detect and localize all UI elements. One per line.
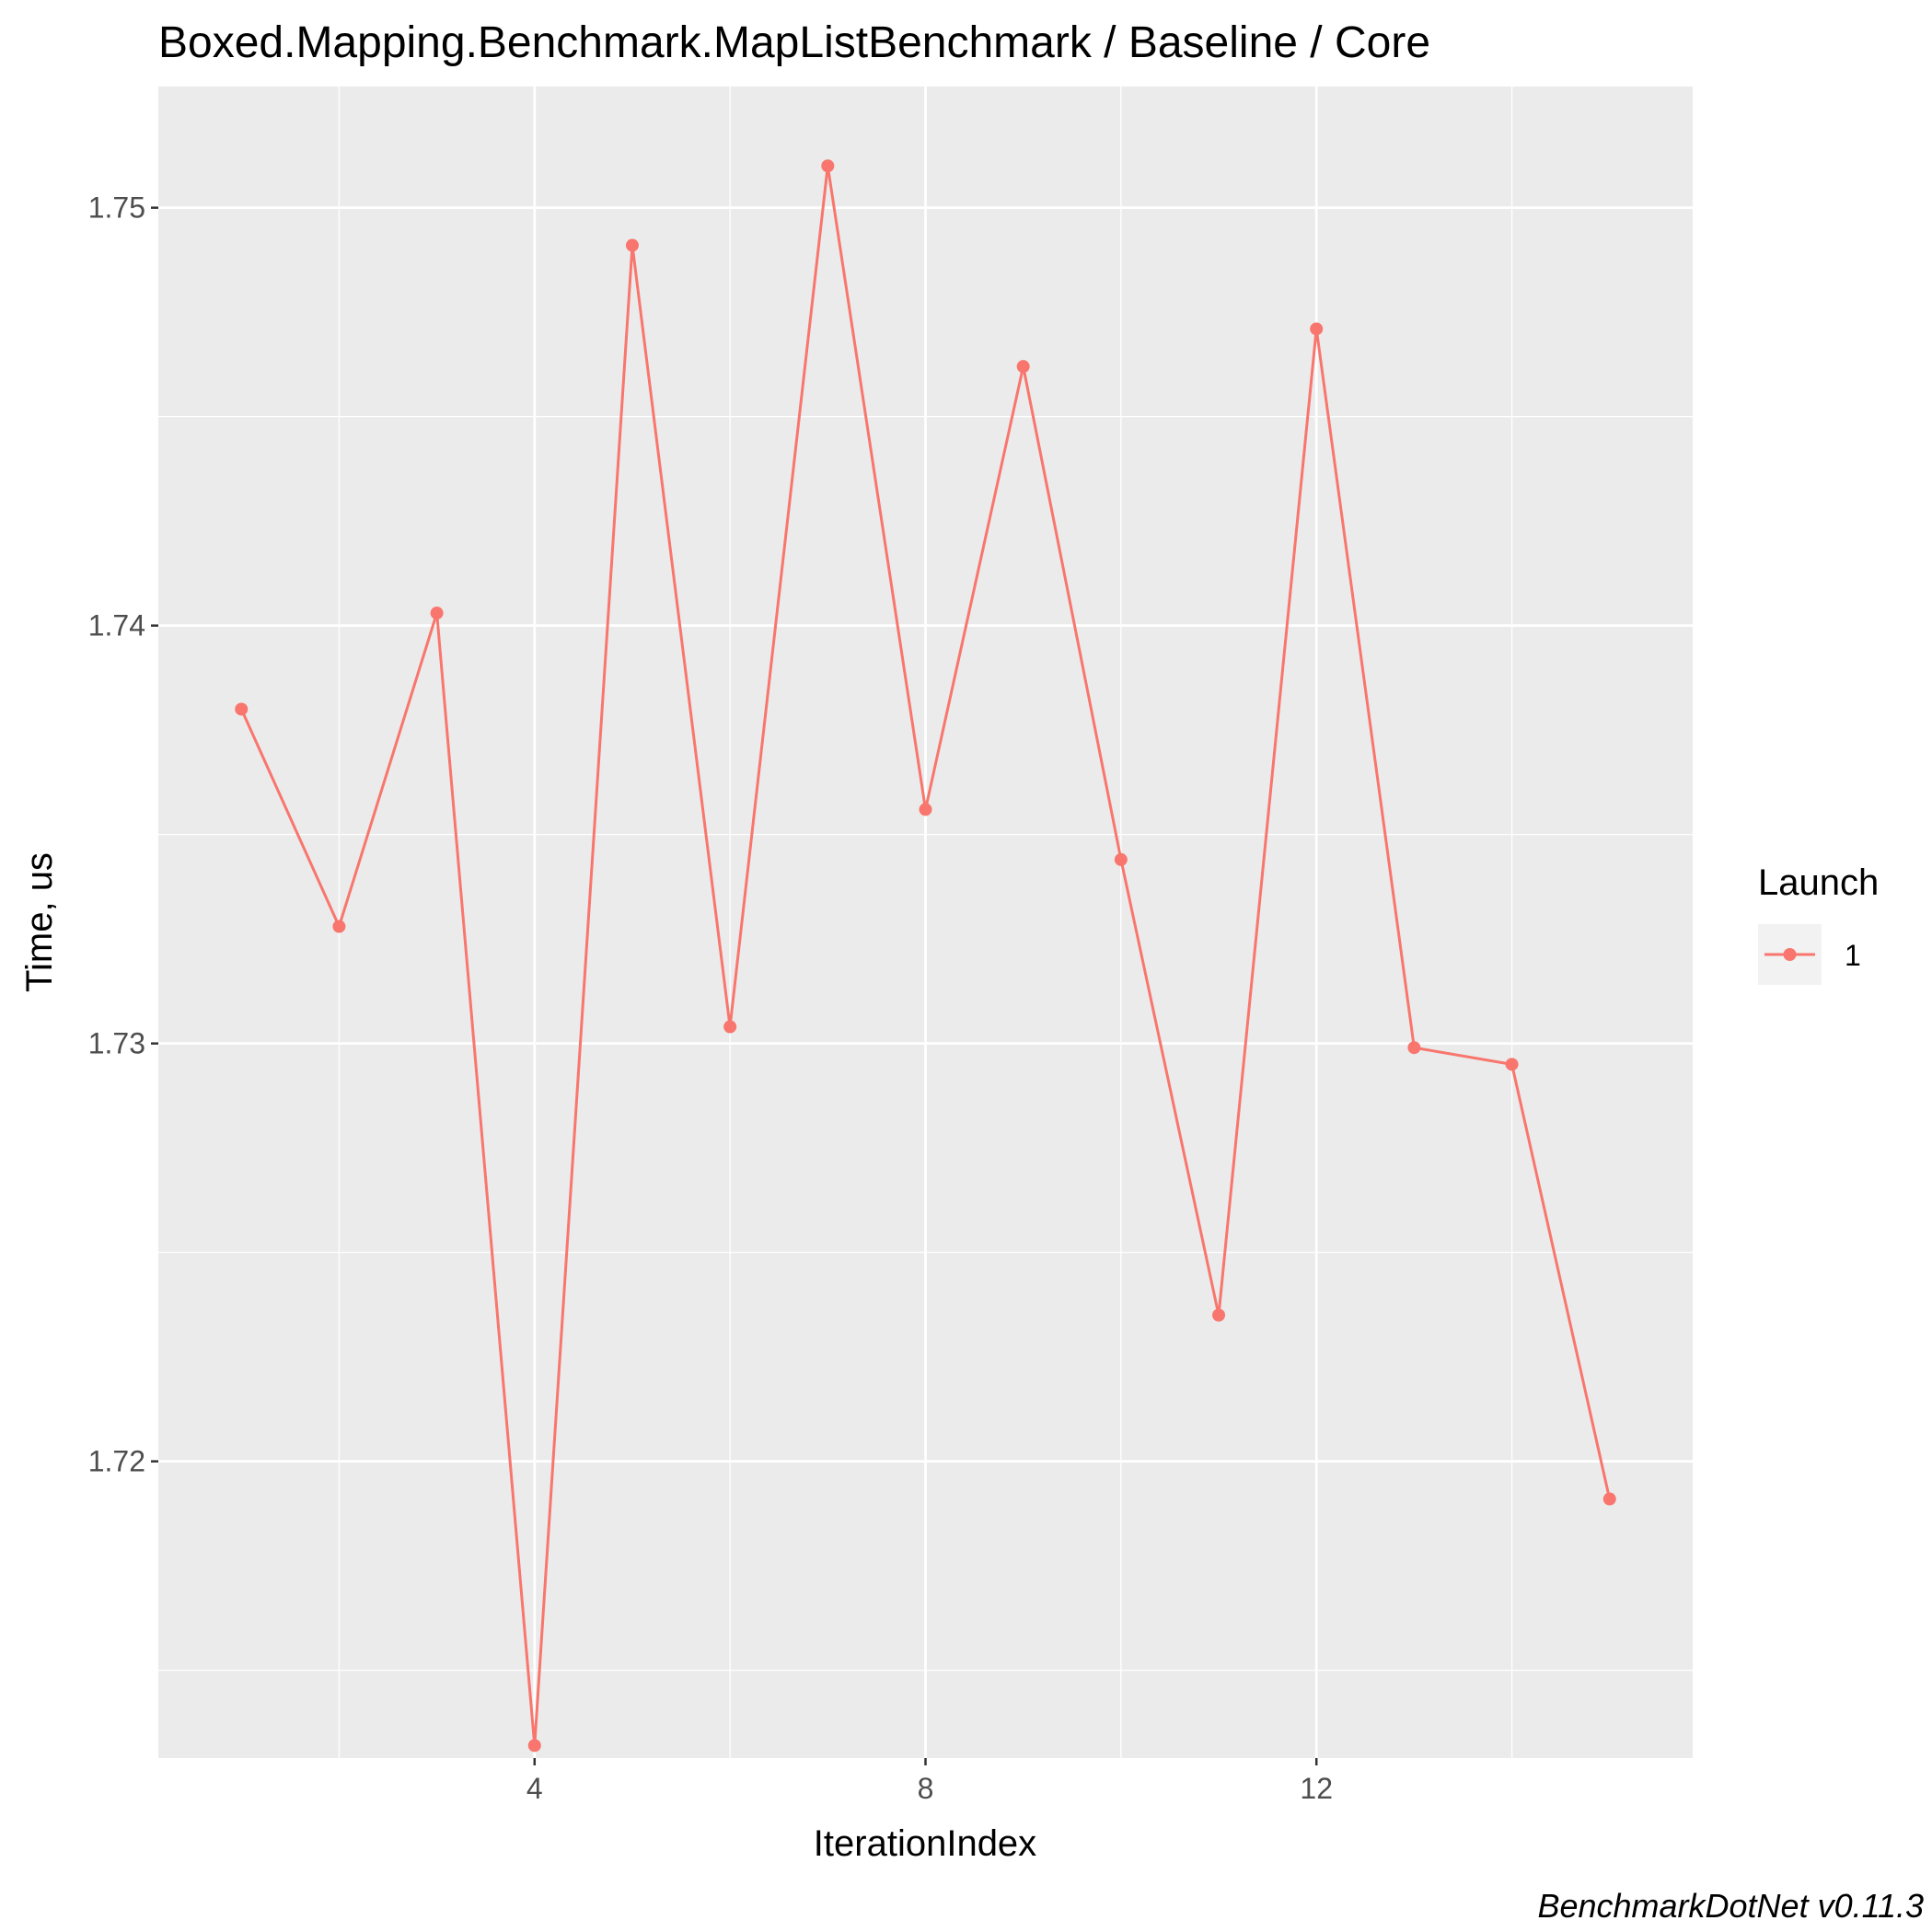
data-point bbox=[1114, 852, 1128, 866]
y-axis-title: Time, us bbox=[19, 852, 60, 992]
caption: BenchmarkDotNet v0.11.3 bbox=[1537, 1887, 1924, 1925]
legend-title: Launch bbox=[1758, 862, 1879, 903]
series-layer bbox=[235, 159, 1616, 1753]
data-point bbox=[1016, 360, 1030, 374]
legend-label-1: 1 bbox=[1845, 939, 1861, 972]
data-point bbox=[723, 1020, 737, 1034]
x-axis: 4 8 12 bbox=[526, 1758, 1333, 1805]
y-axis: 1.72 1.73 1.74 1.75 bbox=[88, 191, 158, 1478]
data-point bbox=[332, 920, 346, 933]
data-point bbox=[821, 159, 835, 173]
data-point bbox=[1407, 1041, 1421, 1055]
data-point bbox=[625, 238, 639, 252]
data-point bbox=[527, 1739, 541, 1753]
chart-title: Boxed.Mapping.Benchmark.MapListBenchmark… bbox=[158, 18, 1430, 67]
data-point bbox=[1212, 1308, 1226, 1322]
x-tick-label: 4 bbox=[526, 1772, 543, 1805]
x-tick-label: 8 bbox=[918, 1772, 934, 1805]
data-point bbox=[919, 803, 932, 816]
y-tick-label: 1.73 bbox=[88, 1027, 145, 1060]
x-axis-title: IterationIndex bbox=[814, 1823, 1036, 1864]
x-tick-label: 12 bbox=[1300, 1772, 1333, 1805]
legend: Launch 1 bbox=[1758, 862, 1879, 985]
y-tick-label: 1.75 bbox=[88, 191, 145, 225]
major-gridlines bbox=[158, 87, 1693, 1758]
legend-key-point bbox=[1783, 948, 1797, 961]
data-point bbox=[430, 607, 444, 620]
data-point bbox=[1602, 1492, 1616, 1506]
data-point bbox=[235, 702, 249, 716]
y-tick-label: 1.74 bbox=[88, 609, 145, 642]
y-tick-label: 1.72 bbox=[88, 1445, 145, 1478]
data-point bbox=[1505, 1058, 1519, 1071]
data-point bbox=[1310, 322, 1324, 336]
